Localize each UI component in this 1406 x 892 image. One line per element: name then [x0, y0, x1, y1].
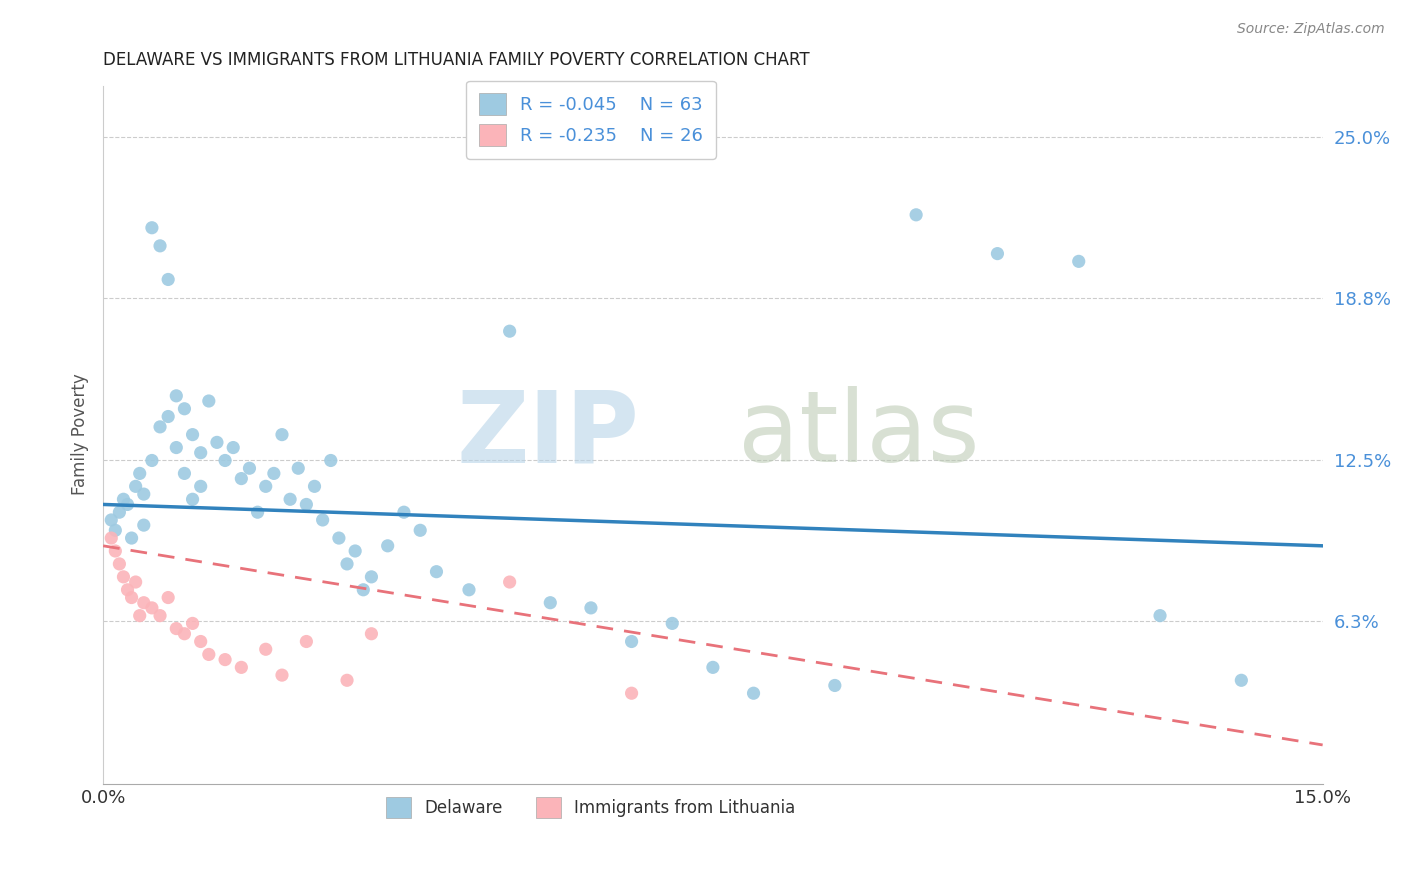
Point: [263, 467, 285, 481]
Point: [905, 208, 928, 222]
Point: [128, 608, 150, 623]
Point: [620, 686, 643, 700]
Text: atlas: atlas: [738, 386, 980, 483]
Point: [360, 570, 382, 584]
Point: [254, 642, 277, 657]
Point: [742, 686, 765, 700]
Point: [246, 505, 269, 519]
Point: [124, 479, 146, 493]
Point: [304, 479, 326, 493]
Point: [1230, 673, 1253, 688]
Point: [117, 582, 139, 597]
Point: [104, 544, 127, 558]
Point: [458, 582, 481, 597]
Point: [108, 557, 131, 571]
Point: [157, 591, 180, 605]
Point: [538, 596, 561, 610]
Point: [108, 505, 131, 519]
Point: [181, 616, 204, 631]
Point: [132, 596, 155, 610]
Point: [287, 461, 309, 475]
Point: [198, 394, 221, 409]
Point: [173, 467, 195, 481]
Point: [222, 441, 245, 455]
Point: [181, 492, 204, 507]
Point: [141, 600, 163, 615]
Point: [121, 531, 143, 545]
Point: [165, 441, 187, 455]
Point: [278, 492, 301, 507]
Point: [425, 565, 447, 579]
Point: [214, 453, 236, 467]
Text: Source: ZipAtlas.com: Source: ZipAtlas.com: [1237, 22, 1385, 37]
Point: [149, 420, 172, 434]
Point: [190, 479, 212, 493]
Point: [100, 531, 122, 545]
Text: DELAWARE VS IMMIGRANTS FROM LITHUANIA FAMILY POVERTY CORRELATION CHART: DELAWARE VS IMMIGRANTS FROM LITHUANIA FA…: [103, 51, 810, 69]
Point: [132, 518, 155, 533]
Point: [1067, 254, 1090, 268]
Point: [128, 467, 150, 481]
Point: [498, 324, 520, 338]
Point: [121, 591, 143, 605]
Point: [149, 608, 172, 623]
Text: ZIP: ZIP: [457, 386, 640, 483]
Point: [112, 570, 135, 584]
Point: [271, 668, 294, 682]
Point: [311, 513, 333, 527]
Point: [352, 582, 374, 597]
Point: [231, 472, 253, 486]
Point: [328, 531, 350, 545]
Point: [117, 498, 139, 512]
Point: [824, 678, 846, 692]
Point: [986, 246, 1008, 260]
Point: [132, 487, 155, 501]
Point: [392, 505, 415, 519]
Point: [124, 574, 146, 589]
Point: [157, 409, 180, 424]
Point: [1149, 608, 1171, 623]
Point: [205, 435, 228, 450]
Point: [181, 427, 204, 442]
Point: [173, 401, 195, 416]
Point: [620, 634, 643, 648]
Point: [254, 479, 277, 493]
Point: [190, 446, 212, 460]
Point: [271, 427, 294, 442]
Legend: Delaware, Immigrants from Lithuania: Delaware, Immigrants from Lithuania: [380, 790, 803, 824]
Point: [360, 626, 382, 640]
Point: [100, 513, 122, 527]
Point: [214, 652, 236, 666]
Point: [295, 498, 318, 512]
Point: [661, 616, 683, 631]
Point: [198, 648, 221, 662]
Point: [498, 574, 520, 589]
Point: [336, 673, 359, 688]
Point: [157, 272, 180, 286]
Point: [165, 389, 187, 403]
Point: [238, 461, 260, 475]
Point: [149, 239, 172, 253]
Point: [141, 220, 163, 235]
Point: [377, 539, 399, 553]
Point: [231, 660, 253, 674]
Point: [319, 453, 342, 467]
Point: [409, 524, 432, 538]
Point: [112, 492, 135, 507]
Point: [165, 622, 187, 636]
Point: [104, 524, 127, 538]
Point: [336, 557, 359, 571]
Point: [295, 634, 318, 648]
Point: [173, 626, 195, 640]
Point: [141, 453, 163, 467]
Point: [579, 600, 602, 615]
Point: [702, 660, 724, 674]
Y-axis label: Family Poverty: Family Poverty: [72, 374, 89, 495]
Point: [190, 634, 212, 648]
Point: [344, 544, 367, 558]
